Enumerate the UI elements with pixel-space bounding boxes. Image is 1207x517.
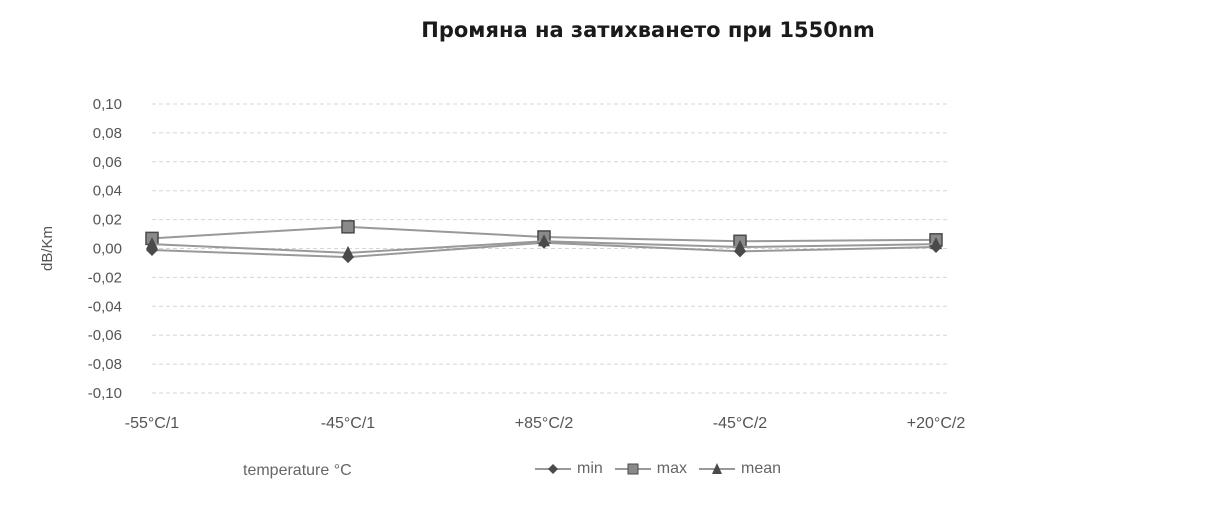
y-tick-label: 0,08 <box>93 125 122 142</box>
y-tick-label: -0,10 <box>88 385 122 402</box>
legend-item-mean: mean <box>699 460 781 478</box>
data-point-mean <box>930 237 942 250</box>
y-tick-label: 0,02 <box>93 212 122 229</box>
data-point-mean <box>538 234 550 247</box>
x-tick-label: +85°C/2 <box>515 415 574 432</box>
x-axis-title: temperature °C <box>243 462 352 479</box>
legend-swatch-max <box>614 463 651 475</box>
data-point-max <box>341 220 355 234</box>
y-tick-label: -0,04 <box>88 298 122 315</box>
y-axis-title: dB/Km <box>39 226 56 271</box>
data-point-mean <box>734 240 746 253</box>
legend-label: max <box>656 460 688 477</box>
legend-swatch-min <box>535 464 571 474</box>
y-tick-label: -0,02 <box>88 269 122 286</box>
legend: min max mean <box>535 460 793 478</box>
x-tick-label: -45°C/1 <box>321 415 376 432</box>
x-tick-label: -45°C/2 <box>713 415 768 432</box>
data-point-mean <box>342 245 354 258</box>
y-tick-label: 0,04 <box>93 183 122 200</box>
x-tick-label: +20°C/2 <box>907 415 966 432</box>
legend-item-min: min <box>535 460 603 478</box>
chart-title: Промяна на затихването при 1550nm <box>421 18 875 42</box>
y-tick-label: 0,00 <box>93 241 122 258</box>
y-tick-label: -0,06 <box>88 327 122 344</box>
y-tick-label: 0,06 <box>93 154 122 171</box>
legend-swatch-mean <box>699 463 736 474</box>
y-tick-label: 0,10 <box>93 96 122 113</box>
x-tick-label: -55°C/1 <box>125 415 180 432</box>
legend-item-max: max <box>614 460 688 478</box>
legend-label: mean <box>741 460 782 477</box>
legend-label: min <box>577 460 603 477</box>
data-point-mean <box>146 237 158 250</box>
y-tick-label: -0,08 <box>88 356 122 373</box>
